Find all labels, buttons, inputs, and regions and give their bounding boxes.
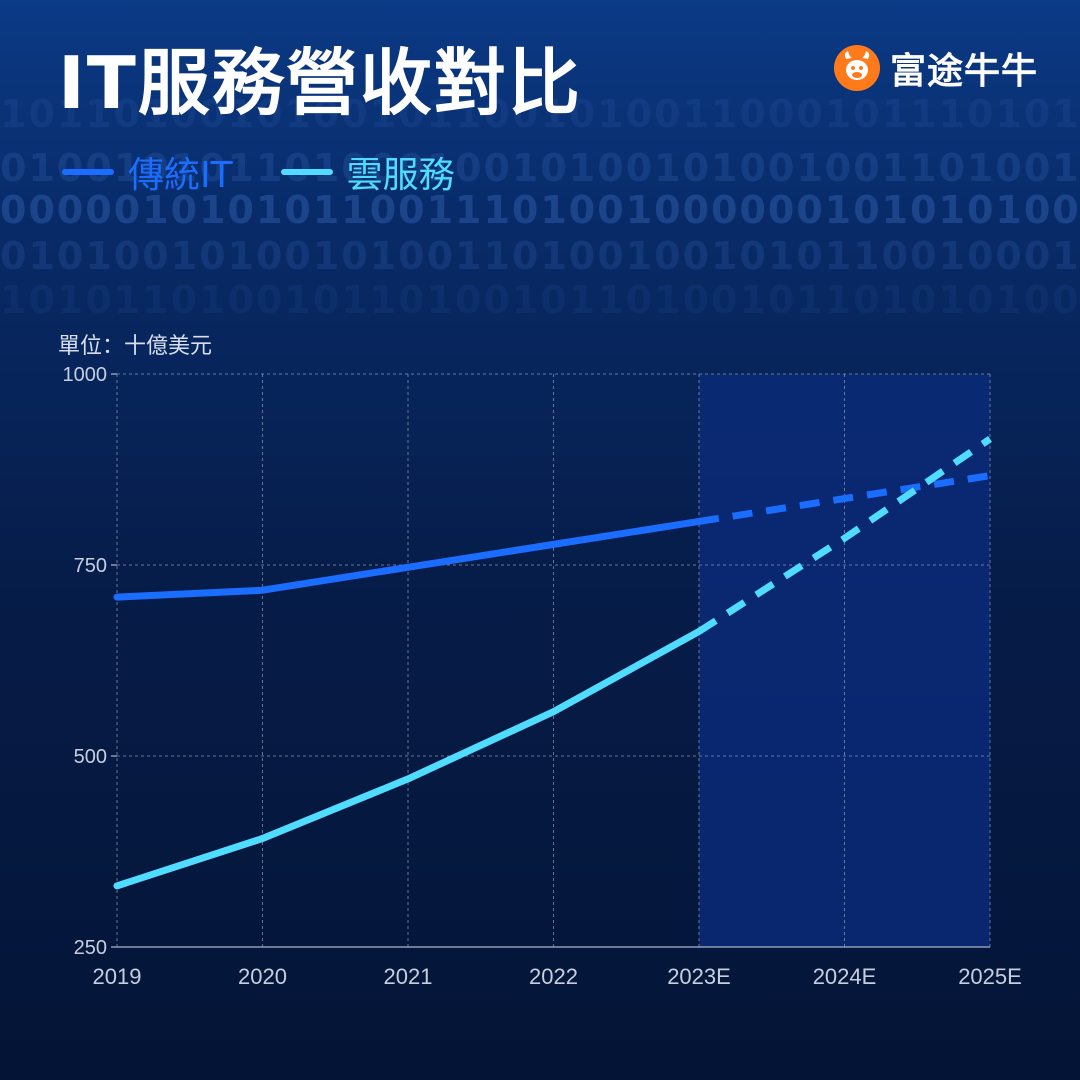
series-line-actual <box>113 517 703 601</box>
y-tick-label: 500 <box>74 746 107 768</box>
legend-swatch <box>62 169 114 175</box>
legend-item-cloud: 雲服務 <box>280 146 455 198</box>
legend-item-traditional-it: 傳統IT <box>62 146 233 198</box>
brand-logo: 富途牛牛 <box>834 42 1038 94</box>
y-tick-label: 1000 <box>63 364 108 386</box>
x-tick-label: 2019 <box>93 964 142 989</box>
series-line-forecast <box>698 472 991 525</box>
x-tick-label: 2022 <box>529 964 578 989</box>
x-tick-label: 2024E <box>813 964 877 989</box>
binary-row: 0101001010010100110100100101011001000101… <box>0 234 1080 278</box>
y-tick-label: 750 <box>74 555 107 577</box>
legend-swatch <box>280 169 333 175</box>
x-tick-label: 2020 <box>238 964 287 989</box>
unit-label: 單位：十億美元 <box>58 334 213 359</box>
brand-name: 富途牛牛 <box>890 51 1039 92</box>
binary-row: 1011010010100101100101001100010111010100… <box>0 92 1080 136</box>
page-title: IT服務營收對比 <box>58 41 582 125</box>
chart-legend: 傳統IT 雲服務 <box>62 146 503 198</box>
series-line-forecast <box>697 436 992 635</box>
x-tick-label: 2021 <box>384 964 433 989</box>
binary-row: 0000010101011001110100100000010101010011… <box>0 188 1080 232</box>
x-tick-label: 2025E <box>958 964 1022 989</box>
series-line-actual <box>113 627 703 890</box>
y-tick-label: 250 <box>74 937 107 959</box>
binary-row: 0100101011010001001010010100100110100111… <box>0 146 1080 190</box>
x-tick-label: 2023E <box>667 964 731 989</box>
binary-row: 1010110100101101001011010010110101010011… <box>0 278 1080 322</box>
futubull-logo-icon <box>834 45 880 91</box>
legend-label: 傳統IT <box>128 155 233 196</box>
legend-label: 雲服務 <box>346 155 455 196</box>
